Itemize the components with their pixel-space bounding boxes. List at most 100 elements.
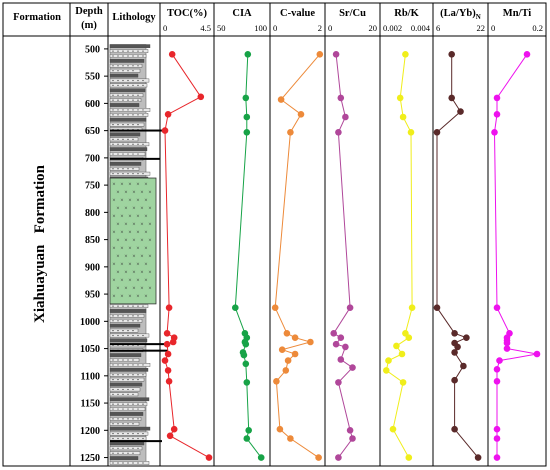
- data-point: [346, 304, 354, 312]
- panel-title: Sr/Cu: [339, 8, 366, 19]
- data-point: [463, 334, 470, 342]
- lithology-dot: [137, 153, 139, 155]
- lithology-layer: [109, 59, 145, 63]
- depth-tick-label: 550: [85, 72, 100, 83]
- lithology-layer: [109, 44, 151, 49]
- lithology-marker: [110, 349, 168, 352]
- sandstone-symbol: ×: [128, 198, 131, 204]
- data-point: [284, 357, 292, 364]
- lithology-dot: [122, 173, 124, 175]
- panel-max-label: 100: [254, 23, 267, 33]
- lithology-layer: [109, 446, 143, 451]
- lithology-layer: [109, 122, 145, 127]
- lithology-layer: [109, 333, 150, 338]
- panel-0: TOC(%)0 4.5: [161, 8, 213, 461]
- data-point: [335, 454, 342, 461]
- lithology-dot: [132, 418, 134, 420]
- lithology-dot: [112, 50, 114, 52]
- sandstone-symbol: ×: [112, 294, 115, 300]
- sandstone-symbol: ×: [112, 182, 115, 188]
- lithology-dot: [112, 388, 114, 391]
- data-point: [197, 93, 205, 101]
- lithology-layer: [109, 338, 148, 343]
- lithology-header: Lithology: [112, 12, 156, 23]
- lithology-dot: [127, 423, 129, 425]
- data-point: [493, 304, 501, 312]
- sandstone-symbol: ×: [144, 294, 147, 300]
- panel-min-label: 6: [436, 23, 440, 33]
- lithology-dot: [142, 364, 144, 366]
- lithology-dot: [122, 374, 124, 376]
- sandstone-symbol: ×: [148, 206, 151, 212]
- lithology-dot: [132, 138, 134, 140]
- lithology-dot: [117, 320, 119, 322]
- lithology-dot: [142, 79, 144, 82]
- lithology-dot: [117, 462, 119, 464]
- lithology-layer: [109, 304, 149, 308]
- depth-tick-label: 650: [85, 126, 100, 137]
- lithology-dot: [122, 418, 124, 420]
- lithology-dot: [137, 305, 139, 307]
- sandstone-symbol: ×: [112, 214, 115, 220]
- lithology-layer: [109, 358, 140, 362]
- lithology-dot: [127, 124, 129, 126]
- lithology-dot: [127, 305, 129, 307]
- data-point: [451, 425, 458, 433]
- lithology-layer: [109, 314, 145, 318]
- data-point: [243, 435, 251, 442]
- lithology-layer: [109, 397, 150, 402]
- lithology-dot: [112, 462, 114, 464]
- sandstone-symbol: ×: [112, 230, 115, 236]
- sandstone-symbol: ×: [112, 246, 115, 252]
- lithology-dot: [127, 99, 129, 101]
- formation-header: Formation: [13, 12, 61, 23]
- lithology-layer: [109, 171, 151, 176]
- sandstone-symbol: ×: [116, 222, 119, 228]
- lithology-dot: [112, 437, 114, 440]
- data-point: [503, 345, 511, 352]
- lithology-dot: [127, 173, 129, 175]
- data-point: [282, 367, 290, 374]
- lithology-dot: [137, 84, 139, 87]
- lithology-dot: [137, 403, 139, 405]
- sandstone-symbol: ×: [144, 214, 147, 220]
- sandstone-symbol: ×: [120, 262, 123, 268]
- lithology-dot: [142, 173, 144, 175]
- lithology-dot: [117, 109, 119, 111]
- lithology-dot: [132, 423, 134, 425]
- lithology-dot: [112, 359, 114, 361]
- lithology-dot: [122, 143, 124, 145]
- lithology-dot: [127, 138, 129, 140]
- data-point: [493, 435, 501, 442]
- sandstone-symbol: ×: [116, 286, 119, 292]
- data-point: [448, 51, 456, 58]
- lithology-dot: [117, 315, 119, 317]
- lithology-dot: [127, 393, 129, 395]
- sandstone-symbol: ×: [128, 182, 131, 188]
- lithology-dot: [122, 124, 124, 126]
- sandstone-symbol: ×: [148, 270, 151, 276]
- lithology-dot: [127, 364, 129, 366]
- lithology-layer: [109, 162, 142, 166]
- data-point: [451, 330, 458, 337]
- lithology-dot: [112, 329, 114, 332]
- lithology-layer: [109, 309, 147, 313]
- sandstone-symbol: ×: [136, 214, 139, 220]
- sandstone-symbol: ×: [116, 238, 119, 244]
- sandstone-symbol: ×: [136, 278, 139, 284]
- data-point: [243, 379, 251, 386]
- panel-min-label: 0.002: [383, 23, 402, 33]
- sandstone-symbol: ×: [120, 278, 123, 284]
- lithology-dot: [122, 403, 124, 405]
- data-point: [244, 51, 252, 58]
- sandstone-symbol: ×: [120, 214, 123, 220]
- lithology-dot: [132, 462, 134, 464]
- lithology-layer: [109, 387, 141, 392]
- lithology-dot: [117, 65, 119, 67]
- lithology-dot: [137, 94, 139, 96]
- lithology-layer: [109, 63, 143, 68]
- lithology-layer: [109, 363, 151, 367]
- lithology-dot: [142, 432, 144, 435]
- lithology-dot: [127, 320, 129, 322]
- lithology-layer: [109, 166, 140, 171]
